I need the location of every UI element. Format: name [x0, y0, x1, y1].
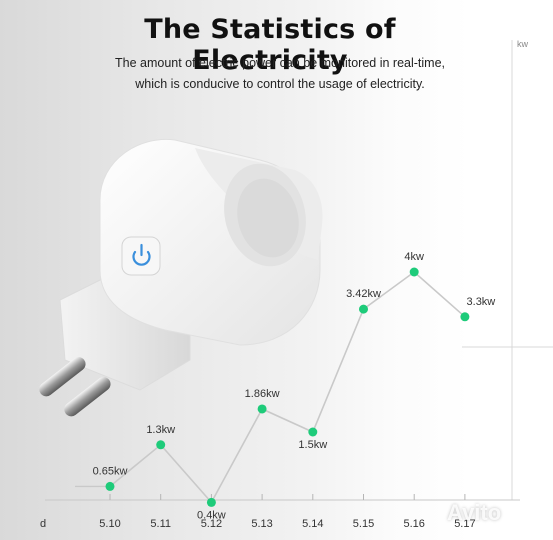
- data-point: [105, 481, 115, 491]
- data-label: 3.42kw: [346, 288, 381, 300]
- data-label: 1.3kw: [146, 424, 175, 436]
- page-title: The Statistics of Electricity: [144, 14, 396, 76]
- data-point: [257, 404, 267, 414]
- series-line: [109, 270, 466, 504]
- data-label: 1.5kw: [298, 439, 327, 451]
- data-label: 0.65kw: [93, 465, 128, 477]
- data-point: [409, 267, 419, 277]
- data-point: [308, 427, 318, 437]
- data-label: 0.4kw: [197, 509, 226, 521]
- x-tick-label: 5.10: [99, 518, 120, 530]
- data-label: 1.86kw: [245, 388, 280, 400]
- data-label: 4kw: [404, 251, 424, 263]
- subtitle-line-2: which is conducive to control the usage …: [135, 77, 425, 91]
- watermark: Avito: [447, 500, 502, 525]
- x-tick-label: 5.15: [353, 518, 374, 530]
- data-point: [156, 440, 166, 450]
- subtitle-line-1: The amount of electric power can be moni…: [114, 56, 446, 70]
- x-axis-unit: d: [40, 518, 46, 530]
- data-point: [206, 497, 216, 507]
- x-tick-label: 5.12: [201, 518, 222, 530]
- x-tick-label: 5.16: [403, 518, 424, 530]
- x-tick-label: 5.14: [302, 518, 323, 530]
- x-tick-label: 5.17: [454, 518, 475, 530]
- x-tick-label: 5.11: [150, 518, 171, 530]
- power-button-icon: [121, 236, 161, 276]
- data-label: 3.3kw: [467, 296, 496, 308]
- y-axis-unit: kw: [517, 39, 528, 49]
- data-point: [359, 304, 368, 314]
- data-point: [460, 312, 470, 322]
- x-tick-label: 5.13: [251, 518, 272, 530]
